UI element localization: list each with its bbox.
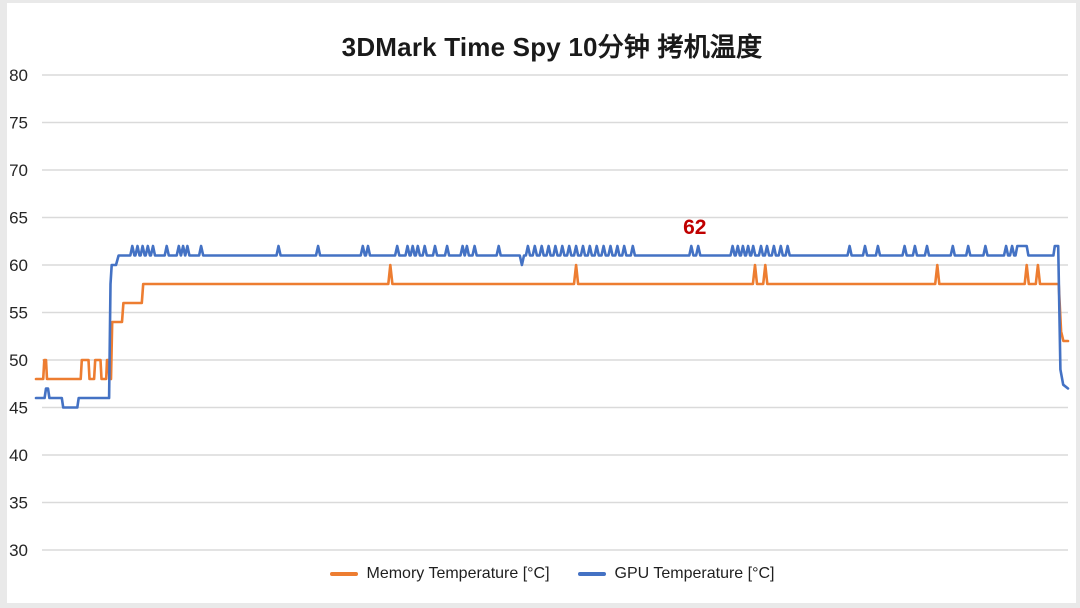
y-tick-label-45: 45 bbox=[9, 399, 28, 418]
y-tick-label-55: 55 bbox=[9, 304, 28, 323]
memory-temperature-line bbox=[36, 265, 1068, 379]
y-tick-label-75: 75 bbox=[9, 114, 28, 133]
y-tick-label-80: 80 bbox=[9, 66, 28, 85]
max-temp-annotation: 62 bbox=[683, 216, 706, 239]
gpu-line-swatch-icon bbox=[578, 572, 606, 576]
y-tick-label-65: 65 bbox=[9, 209, 28, 228]
gpu-temperature-line bbox=[36, 246, 1068, 408]
legend-label-memory: Memory Temperature [°C] bbox=[367, 565, 550, 583]
memory-line-swatch-icon bbox=[330, 572, 358, 576]
y-tick-label-30: 30 bbox=[9, 541, 28, 560]
plot-area: 80 75 70 65 60 55 50 45 40 35 30 62 bbox=[0, 0, 1080, 608]
legend: Memory Temperature [°C] GPU Temperature … bbox=[36, 563, 1068, 585]
legend-label-gpu: GPU Temperature [°C] bbox=[615, 565, 775, 583]
y-tick-label-60: 60 bbox=[9, 256, 28, 275]
y-tick-label-35: 35 bbox=[9, 494, 28, 513]
y-tick-label-40: 40 bbox=[9, 446, 28, 465]
y-tick-label-50: 50 bbox=[9, 351, 28, 370]
legend-item-memory: Memory Temperature [°C] bbox=[330, 565, 550, 583]
y-tick-label-70: 70 bbox=[9, 161, 28, 180]
legend-item-gpu: GPU Temperature [°C] bbox=[578, 565, 775, 583]
